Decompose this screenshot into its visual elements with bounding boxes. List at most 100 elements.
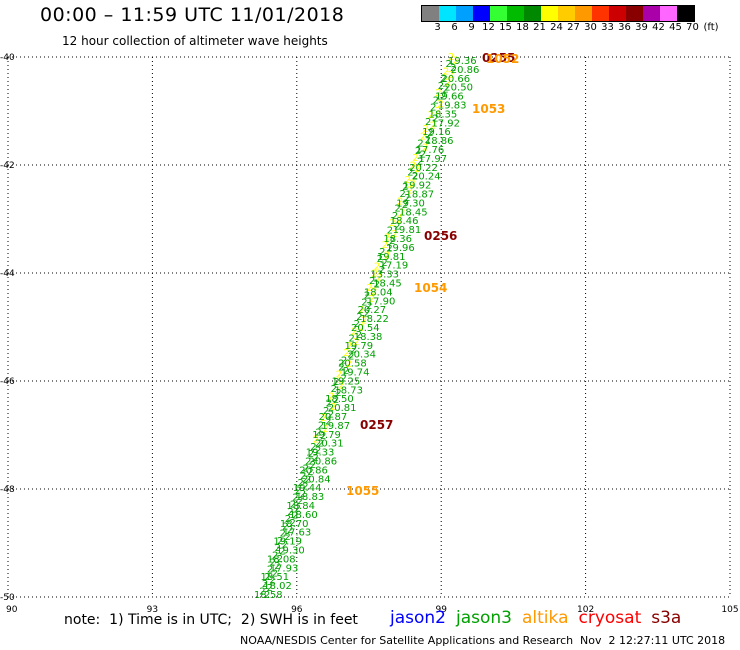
track-mark: 2	[335, 388, 341, 399]
track-mark: 2	[315, 446, 321, 457]
track-value-label: 20.50	[444, 83, 473, 94]
track-value-label: 20.54	[351, 323, 380, 334]
legend-swatch-27	[558, 6, 575, 21]
track-mark: 2	[318, 420, 324, 431]
track-mark: 2	[428, 110, 434, 121]
lon-tick-105: 105	[721, 605, 738, 615]
track-value-label: 18.51	[260, 572, 289, 583]
legend-label-45: 45	[669, 22, 682, 33]
track-mark: 2	[320, 413, 326, 424]
track-mark: 2	[272, 568, 278, 579]
legend-swatch-45	[660, 6, 677, 21]
track-value-label: 20.27	[357, 305, 386, 316]
track-mark: 2	[400, 189, 406, 200]
track-mark: 2	[387, 225, 393, 236]
legend-label-12: 12	[482, 22, 495, 33]
track-value-label: 19.30	[276, 546, 305, 557]
legend-label-9: 9	[468, 22, 475, 33]
lat-tick--46: -46	[0, 377, 15, 387]
track-value-label: 20.22	[409, 163, 438, 174]
track-value-label: 18.38	[354, 332, 383, 343]
track-mark: 2	[402, 182, 408, 193]
track-mark: 2	[394, 204, 400, 215]
track-mark: 2	[307, 467, 313, 478]
track-mark: 2	[264, 572, 270, 583]
satellite-legend-altika: altika	[522, 608, 569, 628]
track-mark: 2	[402, 200, 408, 211]
pass-label-1052: 1052	[486, 52, 519, 66]
track-mark: 2	[384, 251, 390, 262]
legend-label-3: 3	[434, 22, 441, 33]
track-mark: 2	[328, 391, 334, 402]
track-mark: 2	[371, 269, 377, 280]
track-mark: 2	[381, 258, 387, 269]
track-mark: 2	[384, 233, 390, 244]
track-value-label: 18.02	[263, 581, 292, 592]
track-mark: 2	[430, 121, 436, 132]
track-mark: 2	[310, 460, 316, 471]
track-mark: 2	[310, 442, 316, 453]
track-mark: 2	[438, 81, 444, 92]
track-value-label: 18.45	[399, 207, 428, 218]
track-value-label: 20.58	[338, 359, 367, 370]
track-mark: 2	[341, 355, 347, 366]
satellite-legend-cryosat: cryosat	[578, 608, 642, 628]
track-value-label: 13.33	[370, 270, 399, 281]
track-value-label: 20.66	[442, 74, 471, 85]
track-mark: 2	[290, 500, 296, 511]
legend-label-27: 27	[567, 22, 580, 33]
track-mark: 2	[397, 214, 403, 225]
track-mark: 2	[351, 344, 357, 355]
pass-label-0256: 0256	[424, 229, 457, 243]
lon-tick-99: 99	[435, 605, 447, 615]
track-mark: 2	[445, 59, 451, 70]
track-mark: 2	[292, 493, 298, 504]
track-value-label: 20.34	[347, 350, 376, 361]
legend-swatch-42	[643, 6, 660, 21]
track-value-label: 17.92	[431, 118, 460, 129]
track-mark: 2	[430, 103, 436, 114]
legend-swatch-39	[626, 6, 643, 21]
track-mark: 2	[356, 330, 362, 341]
legend-label-33: 33	[601, 22, 614, 33]
track-mark: 2	[346, 359, 352, 370]
track-mark: 2	[282, 539, 288, 550]
legend-swatch-15	[490, 6, 507, 21]
pass-label-0257: 0257	[360, 418, 393, 432]
track-value-label: 20.87	[319, 412, 348, 423]
track-value-label: 18.87	[406, 190, 435, 201]
track-mark: 2	[448, 52, 454, 63]
legend-label-6: 6	[451, 22, 458, 33]
track-mark: 2	[320, 431, 326, 442]
track-value-label: 19.74	[341, 368, 370, 379]
track-value-label: 19.44	[293, 483, 322, 494]
track-mark: 2	[346, 341, 352, 352]
track-mark: 2	[366, 283, 372, 294]
track-value-label: 19.66	[435, 92, 464, 103]
track-value-label: 19.87	[321, 421, 350, 432]
track-mark: 2	[277, 554, 283, 565]
track-mark: 2	[420, 131, 426, 142]
pass-label-1053: 1053	[472, 102, 505, 116]
track-value-label: 19.92	[403, 181, 432, 192]
track-mark: 2	[412, 171, 418, 182]
track-mark: 2	[302, 482, 308, 493]
track-mark: 2	[377, 254, 383, 265]
lon-tick-90: 90	[6, 605, 18, 615]
track-mark: 2	[369, 276, 375, 287]
legend-label-39: 39	[635, 22, 648, 33]
track-mark: 2	[274, 561, 280, 572]
track-mark: 2	[358, 323, 364, 334]
track-mark: 2	[437, 99, 443, 110]
pass-label-0255: 0255	[482, 51, 515, 65]
track-value-label: 18.86	[425, 136, 454, 147]
track-mark: 2	[305, 456, 311, 467]
track-mark: 2	[407, 186, 413, 197]
lat-tick--40: -40	[0, 53, 15, 63]
track-mark: 2	[443, 84, 449, 95]
track-mark: 2	[292, 511, 298, 522]
track-value-label: 18.83	[296, 492, 325, 503]
track-mark: 2	[275, 543, 281, 554]
track-value-label: 18.22	[360, 314, 389, 325]
